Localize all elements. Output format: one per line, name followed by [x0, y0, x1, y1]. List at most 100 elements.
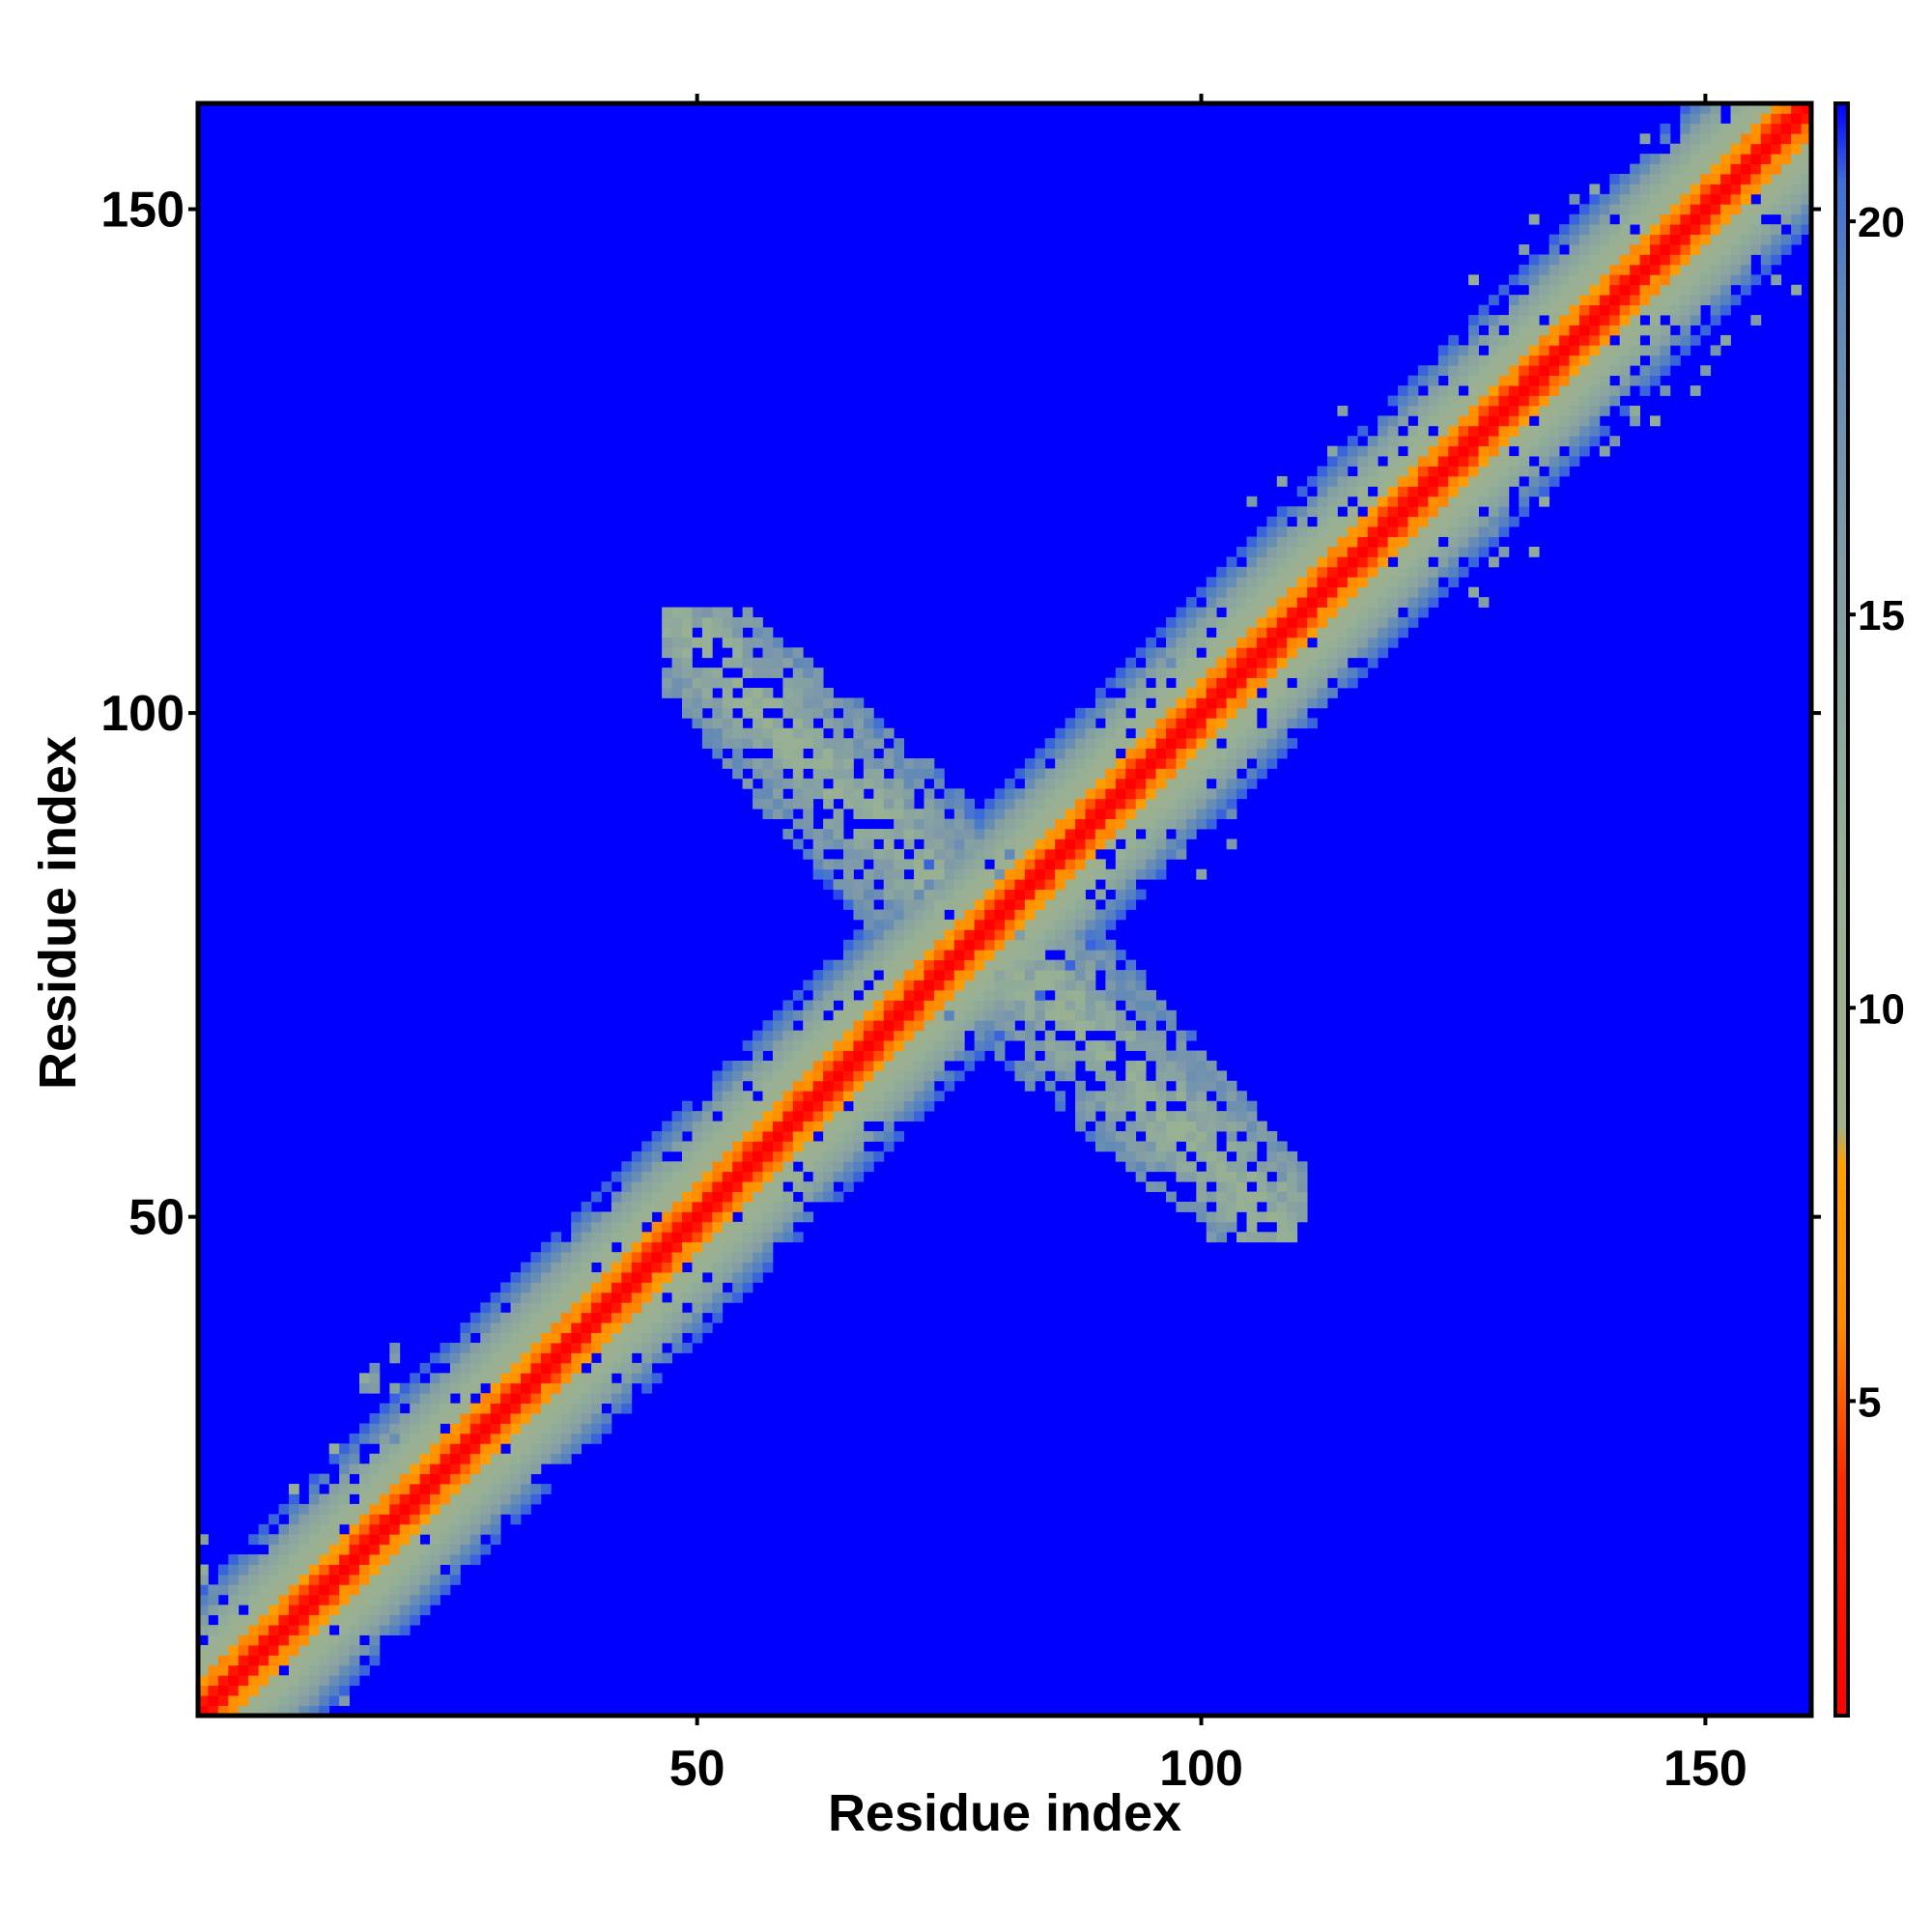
heatmap-cell — [1498, 526, 1510, 537]
heatmap-cell — [319, 1664, 330, 1676]
heatmap-cell — [1669, 174, 1681, 185]
heatmap-cell — [1176, 627, 1187, 639]
heatmap-cell — [1650, 375, 1661, 386]
heatmap-cell — [1528, 445, 1540, 457]
heatmap-cell — [288, 1554, 299, 1565]
heatmap-cell — [803, 738, 814, 749]
heatmap-cell — [772, 1130, 783, 1142]
heatmap-cell — [803, 1020, 814, 1032]
heatmap-cell — [1367, 647, 1378, 659]
heatmap-cell — [1146, 758, 1156, 769]
heatmap-cell — [449, 1544, 461, 1555]
heatmap-cell — [449, 1514, 461, 1525]
heatmap-cell — [873, 1100, 885, 1112]
heatmap-cell — [1035, 989, 1046, 1001]
heatmap-cell — [933, 899, 945, 910]
heatmap-cell — [833, 970, 844, 980]
heatmap-cell — [1448, 536, 1460, 548]
heatmap-cell — [762, 697, 774, 709]
heatmap-cell — [1125, 829, 1137, 839]
heatmap-cell — [1094, 939, 1106, 951]
heatmap-cell — [1206, 1232, 1217, 1243]
heatmap-cell — [1055, 879, 1066, 891]
heatmap-cell — [1327, 486, 1338, 497]
heatmap-cell — [1357, 496, 1369, 507]
heatmap-cell — [903, 980, 915, 991]
heatmap-cell — [1468, 536, 1479, 548]
heatmap-cell — [1327, 607, 1338, 618]
heatmap-cell — [1528, 213, 1540, 225]
heatmap-cell — [1166, 738, 1177, 749]
heatmap-cell — [480, 1523, 492, 1535]
heatmap-cell — [953, 818, 965, 830]
heatmap-cell — [1115, 809, 1126, 820]
heatmap-cell — [812, 868, 824, 880]
heatmap-cell — [1206, 1070, 1217, 1082]
heatmap-cell — [1105, 879, 1117, 891]
heatmap-cell — [671, 1282, 683, 1293]
heatmap-cell — [823, 970, 834, 980]
heatmap-cell — [712, 1161, 724, 1173]
heatmap-cell — [298, 1514, 310, 1525]
heatmap-cell — [288, 1644, 299, 1656]
heatmap-cell — [1650, 193, 1661, 205]
heatmap-cell — [1347, 637, 1358, 648]
heatmap-cell — [1216, 586, 1228, 598]
heatmap-cell — [1287, 668, 1298, 678]
heatmap-cell — [1065, 919, 1076, 930]
heatmap-cell — [440, 1503, 451, 1515]
heatmap-cell — [298, 1554, 310, 1565]
heatmap-cell — [480, 1514, 492, 1525]
heatmap-cell — [410, 1413, 421, 1424]
heatmap-cell — [732, 1171, 744, 1182]
heatmap-cell — [894, 909, 905, 921]
heatmap-cell — [1115, 1091, 1126, 1102]
heatmap-cell — [883, 1080, 895, 1092]
heatmap-cell — [581, 1433, 592, 1444]
heatmap-cell — [1740, 234, 1751, 245]
heatmap-cell — [288, 1574, 299, 1585]
heatmap-cell — [1246, 1111, 1258, 1122]
heatmap-cell — [389, 1403, 401, 1414]
heatmap-cell — [540, 1282, 552, 1293]
heatmap-cell — [1730, 295, 1742, 306]
heatmap-cell — [1266, 597, 1278, 608]
heatmap-cell — [369, 1463, 381, 1475]
heatmap-cell — [1468, 345, 1479, 356]
heatmap-cell — [1206, 607, 1217, 618]
heatmap-cell — [641, 1141, 653, 1152]
heatmap-cell — [843, 879, 854, 891]
heatmap-cell — [1185, 1202, 1197, 1212]
heatmap-cell — [1206, 1191, 1217, 1203]
heatmap-cell — [440, 1473, 451, 1485]
heatmap-cell — [490, 1382, 501, 1394]
heatmap-cell — [469, 1373, 481, 1384]
heatmap-cell — [1398, 385, 1408, 396]
heatmap-cell — [823, 879, 834, 891]
heatmap-cell — [1276, 657, 1288, 668]
heatmap-cell — [1599, 385, 1610, 396]
heatmap-cell — [1024, 879, 1036, 891]
heatmap-cell — [1357, 516, 1369, 527]
heatmap-cell — [560, 1343, 572, 1353]
heatmap-cell — [923, 909, 935, 921]
heatmap-cell — [1559, 466, 1570, 477]
heatmap-cell — [369, 1544, 381, 1555]
heatmap-cell — [903, 959, 915, 971]
x-tick-label: 100 — [1159, 1741, 1243, 1797]
heatmap-cell — [914, 980, 924, 991]
heatmap-cell — [339, 1443, 350, 1455]
heatmap-cell — [843, 1141, 854, 1152]
heatmap-cell — [1458, 475, 1469, 487]
heatmap-cell — [1337, 456, 1349, 467]
heatmap-cell — [1437, 506, 1449, 518]
heatmap-cell — [217, 1564, 229, 1576]
heatmap-cell — [692, 1272, 703, 1283]
heatmap-cell — [903, 919, 915, 930]
heatmap-cell — [1115, 1009, 1126, 1021]
heatmap-cell — [843, 1050, 854, 1062]
heatmap-cell — [1417, 597, 1429, 608]
heatmap-cell — [328, 1514, 340, 1525]
heatmap-cell — [1437, 425, 1449, 437]
heatmap-cell — [198, 1695, 209, 1706]
